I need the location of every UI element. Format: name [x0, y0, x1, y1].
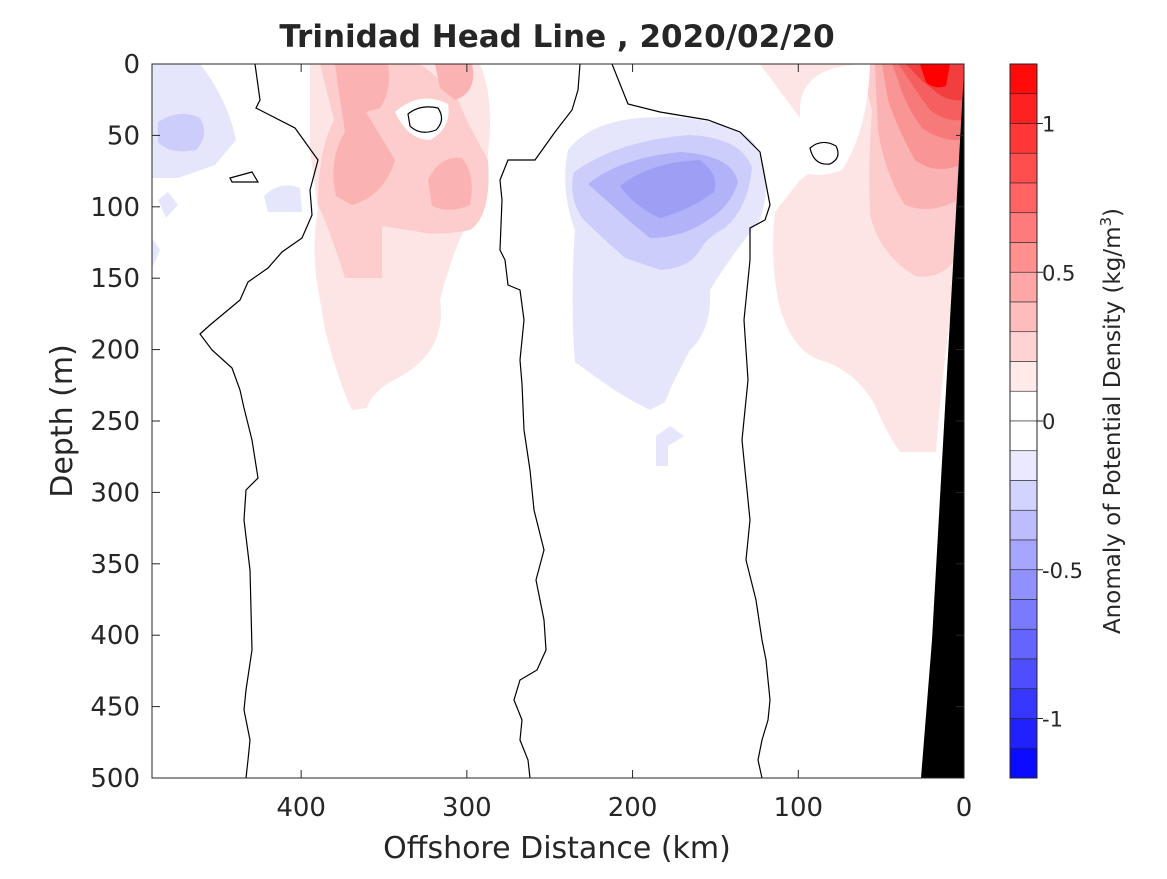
colorbar-swatch [1009, 182, 1038, 214]
negative-region [158, 113, 205, 152]
colorbar-swatch [1009, 450, 1038, 481]
colorbar-swatch [1009, 539, 1038, 571]
colorbar-swatch [1009, 628, 1038, 660]
y-tick-label: 450 [90, 693, 140, 723]
colorbar-swatch [1009, 242, 1038, 273]
positive-region [333, 64, 395, 205]
x-axis-label: Offshore Distance (km) [383, 831, 731, 866]
y-tick-label: 300 [90, 478, 140, 508]
x-axis: 400 300 200 100 0 [276, 64, 972, 823]
seafloor-bathymetry [921, 70, 964, 778]
colorbar-swatch [1009, 361, 1038, 392]
density-field [152, 64, 964, 466]
colorbar-tick-label: 0.5 [1042, 261, 1075, 285]
zero-contours [199, 63, 839, 779]
colorbar-label: Anomaly of Potential Density (kg/m3) [1097, 208, 1126, 634]
colorbar-swatch [1009, 63, 1038, 95]
zero-region [395, 98, 449, 140]
colorbar-swatch [1009, 718, 1038, 749]
y-axis: 0 50 100 150 200 250 300 350 400 450 500 [90, 50, 964, 794]
negative-region [158, 192, 178, 218]
colorbar-swatch [1009, 599, 1038, 630]
x-tick-label: 200 [608, 793, 658, 823]
colorbar-swatch [1009, 271, 1038, 303]
positive-region [920, 64, 950, 88]
x-tick-label: 300 [442, 793, 492, 823]
colorbar-swatch [1009, 658, 1038, 690]
colorbar-swatch [1009, 480, 1038, 511]
colorbar-axis: 1 0.5 0 -0.5 -1 [1037, 113, 1083, 732]
chart-title: Trinidad Head Line , 2020/02/20 [279, 19, 834, 55]
colorbar-swatch [1009, 212, 1038, 243]
y-tick-label: 200 [90, 336, 140, 366]
zero-contour [199, 63, 319, 779]
y-tick-label: 350 [90, 550, 140, 580]
y-tick-label: 0 [123, 50, 140, 80]
colorbar-swatch [1009, 688, 1038, 719]
zero-contour [611, 63, 771, 779]
colorbar-swatch [1009, 509, 1038, 541]
x-tick-label: 0 [956, 793, 973, 823]
y-tick-label: 50 [107, 121, 140, 151]
y-tick-label: 500 [90, 764, 140, 794]
colorbar-swatch [1009, 301, 1038, 333]
colorbar-swatch [1009, 152, 1038, 184]
colorbar-swatch [1009, 747, 1038, 779]
y-tick-label: 150 [90, 264, 140, 294]
colorbar-swatch [1009, 93, 1038, 124]
y-tick-label: 250 [90, 407, 140, 437]
zero-contour [809, 141, 839, 165]
colorbar [1009, 63, 1038, 779]
x-tick-label: 100 [773, 793, 823, 823]
zero-contour [407, 106, 443, 133]
positive-region [428, 157, 472, 210]
negative-region [264, 185, 302, 212]
y-tick-label: 100 [90, 193, 140, 223]
colorbar-label-superscript: 3 [1097, 217, 1115, 227]
zero-contour [229, 171, 260, 183]
colorbar-tick-label: -1 [1042, 708, 1063, 732]
colorbar-swatch [1009, 420, 1038, 452]
zero-region [800, 64, 870, 175]
colorbar-label-end: ) [1100, 208, 1126, 217]
colorbar-swatch [1009, 123, 1038, 154]
colorbar-swatch [1009, 331, 1038, 362]
zero-contour [499, 63, 581, 779]
colorbar-tick-label: 0 [1042, 410, 1055, 434]
y-tick-label: 400 [90, 621, 140, 651]
negative-region [620, 160, 716, 218]
negative-region [656, 426, 684, 466]
colorbar-swatch [1009, 390, 1038, 422]
colorbar-tick-label: -0.5 [1042, 559, 1083, 583]
positive-region [435, 64, 474, 100]
x-tick-label: 400 [276, 793, 326, 823]
colorbar-tick-label: 1 [1042, 113, 1055, 137]
negative-region [152, 238, 160, 268]
colorbar-swatch [1009, 569, 1038, 600]
y-axis-label: Depth (m) [45, 344, 80, 498]
